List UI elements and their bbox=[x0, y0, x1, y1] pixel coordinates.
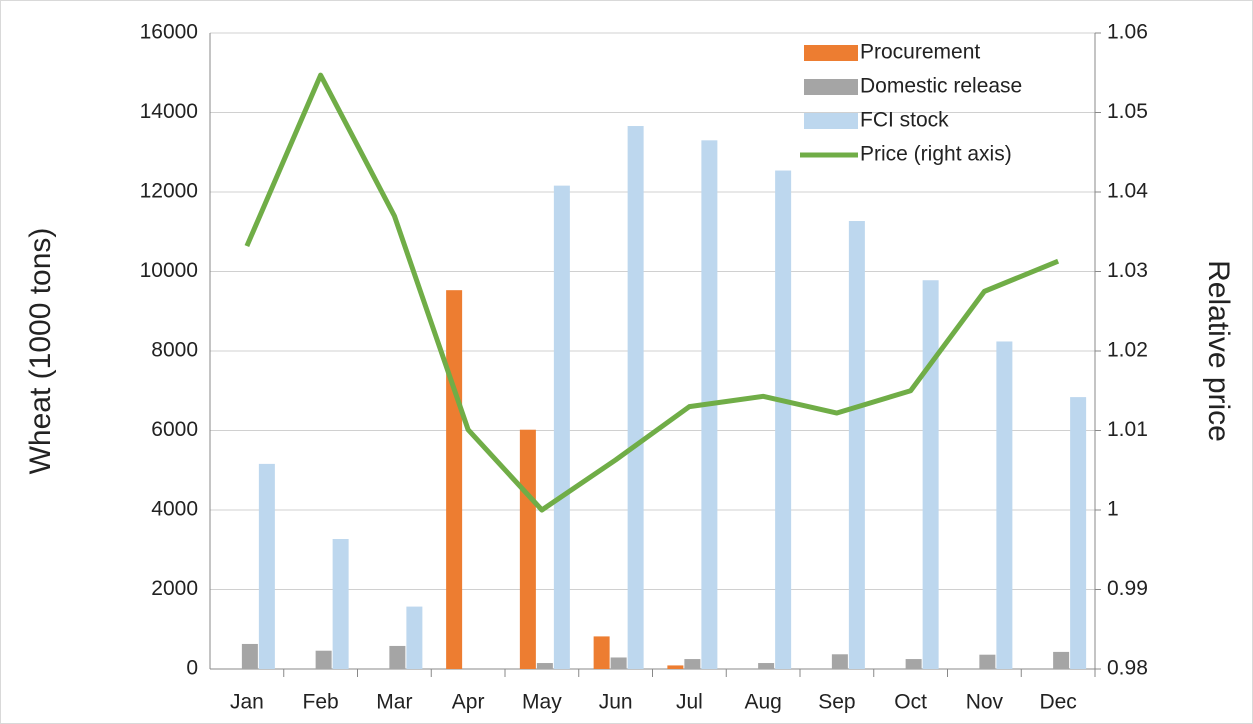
y2-tick-label: 1.02 bbox=[1107, 339, 1148, 362]
bar bbox=[610, 657, 627, 669]
x-tick-label: Dec bbox=[1039, 691, 1076, 714]
bar bbox=[446, 290, 463, 669]
bar bbox=[667, 665, 684, 669]
legend-label: Procurement bbox=[860, 41, 980, 64]
y-tick-label: 10000 bbox=[140, 259, 198, 282]
bar bbox=[1053, 651, 1070, 669]
x-tick-label: Oct bbox=[894, 691, 927, 714]
bar bbox=[553, 185, 570, 669]
legend-label: Domestic release bbox=[860, 75, 1022, 98]
y-tick-label: 2000 bbox=[151, 577, 198, 600]
y2-tick-label: 1.06 bbox=[1107, 21, 1148, 44]
y2-axis-title: Relative price bbox=[1202, 260, 1235, 442]
x-tick-label: May bbox=[522, 691, 562, 714]
bar bbox=[775, 170, 792, 669]
x-tick-label: Jan bbox=[230, 691, 264, 714]
bar bbox=[536, 663, 553, 669]
x-tick-label: Mar bbox=[376, 691, 412, 714]
y-tick-label: 8000 bbox=[151, 339, 198, 362]
y-tick-label: 0 bbox=[186, 657, 198, 680]
y-tick-label: 14000 bbox=[140, 100, 198, 123]
bar bbox=[593, 636, 610, 669]
bar bbox=[1070, 397, 1087, 669]
bar bbox=[241, 643, 258, 669]
x-tick-label: Feb bbox=[303, 691, 339, 714]
price-line bbox=[244, 72, 1060, 513]
bar bbox=[519, 429, 536, 669]
bar bbox=[315, 650, 332, 669]
y-axis-title: Wheat (1000 tons) bbox=[24, 228, 57, 475]
y2-tick-label: 0.99 bbox=[1107, 577, 1148, 600]
bar bbox=[258, 463, 275, 669]
y2-tick-label: 1 bbox=[1107, 498, 1119, 521]
bar bbox=[627, 126, 644, 669]
y2-tick-label: 1.01 bbox=[1107, 418, 1148, 441]
x-tick-label: Sep bbox=[818, 691, 855, 714]
y2-tick-label: 1.05 bbox=[1107, 100, 1148, 123]
y2-tick-label: 1.03 bbox=[1107, 259, 1148, 282]
y2-tick-label: 1.04 bbox=[1107, 180, 1148, 203]
legend-swatch bbox=[804, 79, 858, 95]
x-tick-label: Apr bbox=[452, 691, 485, 714]
bar bbox=[332, 539, 349, 669]
bar bbox=[831, 654, 848, 669]
legend-label: Price (right axis) bbox=[860, 143, 1012, 166]
bar bbox=[684, 659, 701, 669]
x-tick-label: Jul bbox=[676, 691, 703, 714]
bar bbox=[758, 663, 775, 669]
y2-tick-label: 0.98 bbox=[1107, 657, 1148, 680]
bar bbox=[406, 606, 423, 669]
bar bbox=[922, 280, 939, 669]
legend-swatch bbox=[804, 45, 858, 61]
legend-swatch bbox=[804, 113, 858, 129]
legend-label: FCI stock bbox=[860, 109, 949, 132]
x-tick-label: Nov bbox=[966, 691, 1004, 714]
x-tick-label: Aug bbox=[744, 691, 781, 714]
bar bbox=[848, 221, 865, 669]
bar bbox=[979, 654, 996, 669]
bar bbox=[996, 341, 1013, 669]
bar bbox=[905, 659, 922, 669]
y-tick-label: 12000 bbox=[140, 180, 198, 203]
x-tick-label: Jun bbox=[599, 691, 633, 714]
y-tick-label: 4000 bbox=[151, 498, 198, 521]
y-tick-label: 16000 bbox=[140, 21, 198, 44]
bar bbox=[389, 645, 406, 669]
y-tick-label: 6000 bbox=[151, 418, 198, 441]
